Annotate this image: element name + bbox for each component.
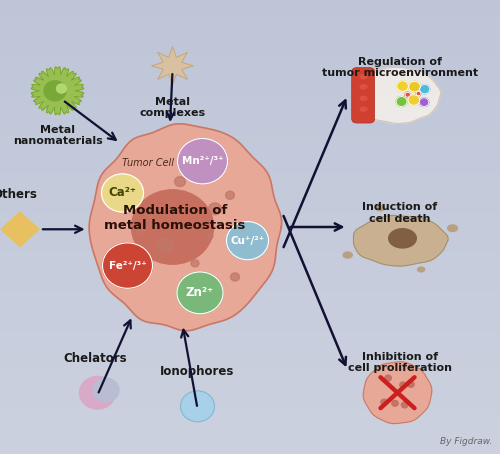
Ellipse shape <box>388 229 416 248</box>
Circle shape <box>400 382 406 388</box>
Text: Zn²⁺: Zn²⁺ <box>186 286 214 299</box>
Polygon shape <box>89 124 282 331</box>
Circle shape <box>102 174 143 212</box>
Polygon shape <box>363 362 432 424</box>
Circle shape <box>226 191 234 199</box>
Circle shape <box>420 98 429 106</box>
Text: Tumor Cell: Tumor Cell <box>122 158 174 168</box>
FancyBboxPatch shape <box>352 68 374 123</box>
Circle shape <box>132 190 214 264</box>
Ellipse shape <box>360 75 367 79</box>
Text: Chelators: Chelators <box>63 351 127 365</box>
Polygon shape <box>152 47 194 85</box>
Circle shape <box>385 375 392 381</box>
Circle shape <box>136 228 143 235</box>
Circle shape <box>208 203 222 215</box>
Circle shape <box>56 84 66 93</box>
Circle shape <box>396 97 407 106</box>
Circle shape <box>102 243 152 288</box>
Text: Metal
nanomaterials: Metal nanomaterials <box>12 125 102 147</box>
Circle shape <box>177 272 223 314</box>
Circle shape <box>157 238 173 252</box>
Text: Mn²⁺/³⁺: Mn²⁺/³⁺ <box>182 156 224 166</box>
Text: Regulation of
tumor microenvironment: Regulation of tumor microenvironment <box>322 57 478 79</box>
Polygon shape <box>354 216 448 266</box>
Ellipse shape <box>376 206 384 211</box>
Circle shape <box>93 378 119 402</box>
Circle shape <box>408 95 420 105</box>
Ellipse shape <box>360 85 367 89</box>
Text: Modulation of
metal homeostasis: Modulation of metal homeostasis <box>104 204 246 232</box>
Circle shape <box>397 81 408 91</box>
Circle shape <box>80 376 116 409</box>
Ellipse shape <box>418 267 424 272</box>
Circle shape <box>420 84 430 94</box>
Polygon shape <box>354 67 440 123</box>
Circle shape <box>207 233 213 239</box>
Circle shape <box>180 391 214 422</box>
Circle shape <box>408 81 420 92</box>
Text: Induction of
cell death: Induction of cell death <box>362 202 438 224</box>
Circle shape <box>226 222 268 260</box>
Ellipse shape <box>343 252 352 258</box>
Circle shape <box>191 260 199 267</box>
Polygon shape <box>31 67 84 115</box>
Polygon shape <box>1 212 39 247</box>
Text: Ca²⁺: Ca²⁺ <box>108 187 136 199</box>
Ellipse shape <box>360 107 367 111</box>
Circle shape <box>392 400 398 406</box>
Text: Ionophores: Ionophores <box>160 365 234 378</box>
Circle shape <box>402 402 408 408</box>
Circle shape <box>408 381 414 387</box>
Text: Others: Others <box>0 188 38 201</box>
Ellipse shape <box>448 225 458 232</box>
Circle shape <box>230 273 239 281</box>
Circle shape <box>44 81 66 101</box>
Text: By Figdraw.: By Figdraw. <box>440 437 492 446</box>
Ellipse shape <box>360 96 367 100</box>
Circle shape <box>405 92 410 97</box>
Circle shape <box>178 138 228 184</box>
Text: Fe²⁺/³⁺: Fe²⁺/³⁺ <box>108 261 146 271</box>
Circle shape <box>174 177 186 187</box>
Circle shape <box>416 91 421 96</box>
Circle shape <box>146 209 154 217</box>
Text: Metal
complexes: Metal complexes <box>140 97 205 118</box>
Text: Cu⁺/²⁺: Cu⁺/²⁺ <box>230 236 264 246</box>
Text: Inhibition of
cell proliferation: Inhibition of cell proliferation <box>348 352 452 374</box>
Circle shape <box>381 399 388 405</box>
